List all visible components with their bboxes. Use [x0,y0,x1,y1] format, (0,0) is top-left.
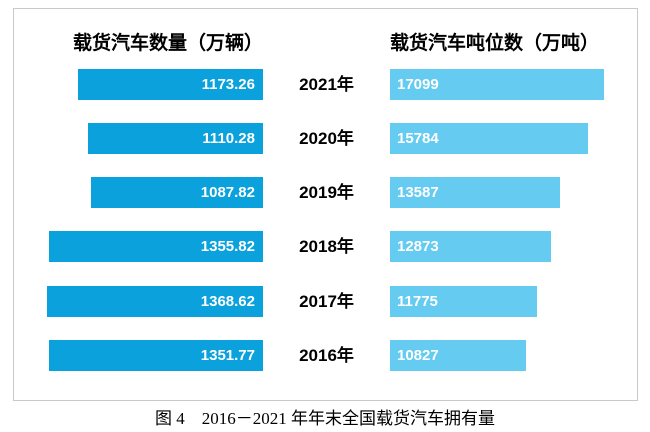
year-label: 2021年 [299,75,354,94]
chart-row-2017: 1368.62 2017年 11775 [14,286,637,317]
tonnage-value-label: 17099 [397,76,439,93]
count-value-label: 1110.28 [202,130,255,147]
tonnage-bar: 12873 [390,231,552,262]
tonnage-value-label: 13587 [397,184,439,201]
tonnage-bar: 17099 [390,69,604,100]
count-value-label: 1087.82 [200,184,255,201]
count-bar-cell: 1087.82 [14,177,263,208]
chart-row-2018: 1355.82 2018年 12873 [14,231,637,262]
year-label: 2020年 [299,129,354,148]
tonnage-bar-cell: 13587 [390,177,637,208]
tonnage-bar: 11775 [390,286,538,317]
count-bar-cell: 1351.77 [14,340,263,371]
count-bar: 1173.26 [77,69,263,100]
count-value-label: 1351.77 [200,347,255,364]
tonnage-value-label: 12873 [397,238,439,255]
year-label: 2016年 [299,346,354,365]
count-bar: 1355.82 [48,231,263,262]
tonnage-value-label: 15784 [397,130,439,147]
left-axis-title: 载货汽车数量（万辆） [72,33,263,54]
tonnage-bar-cell: 10827 [390,340,637,371]
tonnage-value-label: 11775 [397,293,438,310]
tonnage-value-label: 10827 [397,347,439,364]
count-bar-cell: 1355.82 [14,231,263,262]
tonnage-bar-cell: 15784 [390,123,637,154]
year-label: 2019年 [299,183,354,202]
tonnage-bar: 10827 [390,340,526,371]
count-value-label: 1355.82 [200,238,255,255]
count-bar: 1110.28 [87,123,263,154]
tonnage-bar: 15784 [390,123,588,154]
chart-row-2019: 1087.82 2019年 13587 [14,177,637,208]
count-bar: 1368.62 [46,286,263,317]
chart-row-2021: 1173.26 2021年 17099 [14,69,637,100]
count-bar-cell: 1173.26 [14,69,263,100]
tonnage-bar-cell: 17099 [390,69,637,100]
chart-row-2020: 1110.28 2020年 15784 [14,123,637,154]
chart-panel: 载货汽车数量（万辆） 载货汽车吨位数（万吨） 1173.26 2021年 170… [13,8,638,401]
year-label: 2018年 [299,237,354,256]
count-bar-cell: 1368.62 [14,286,263,317]
count-bar-cell: 1110.28 [14,123,263,154]
chart-row-2016: 1351.77 2016年 10827 [14,340,637,371]
count-bar: 1087.82 [91,177,263,208]
count-value-label: 1173.26 [201,76,255,93]
figure-caption: 图 4 2016－2021 年年末全国载货汽车拥有量 [155,409,495,428]
count-value-label: 1368.62 [200,293,255,310]
right-axis-title: 载货汽车吨位数（万吨） [390,33,600,54]
year-label: 2017年 [299,292,354,311]
tonnage-bar-cell: 12873 [390,231,637,262]
count-bar: 1351.77 [49,340,263,371]
tonnage-bar-cell: 11775 [390,286,637,317]
tonnage-bar: 13587 [390,177,561,208]
